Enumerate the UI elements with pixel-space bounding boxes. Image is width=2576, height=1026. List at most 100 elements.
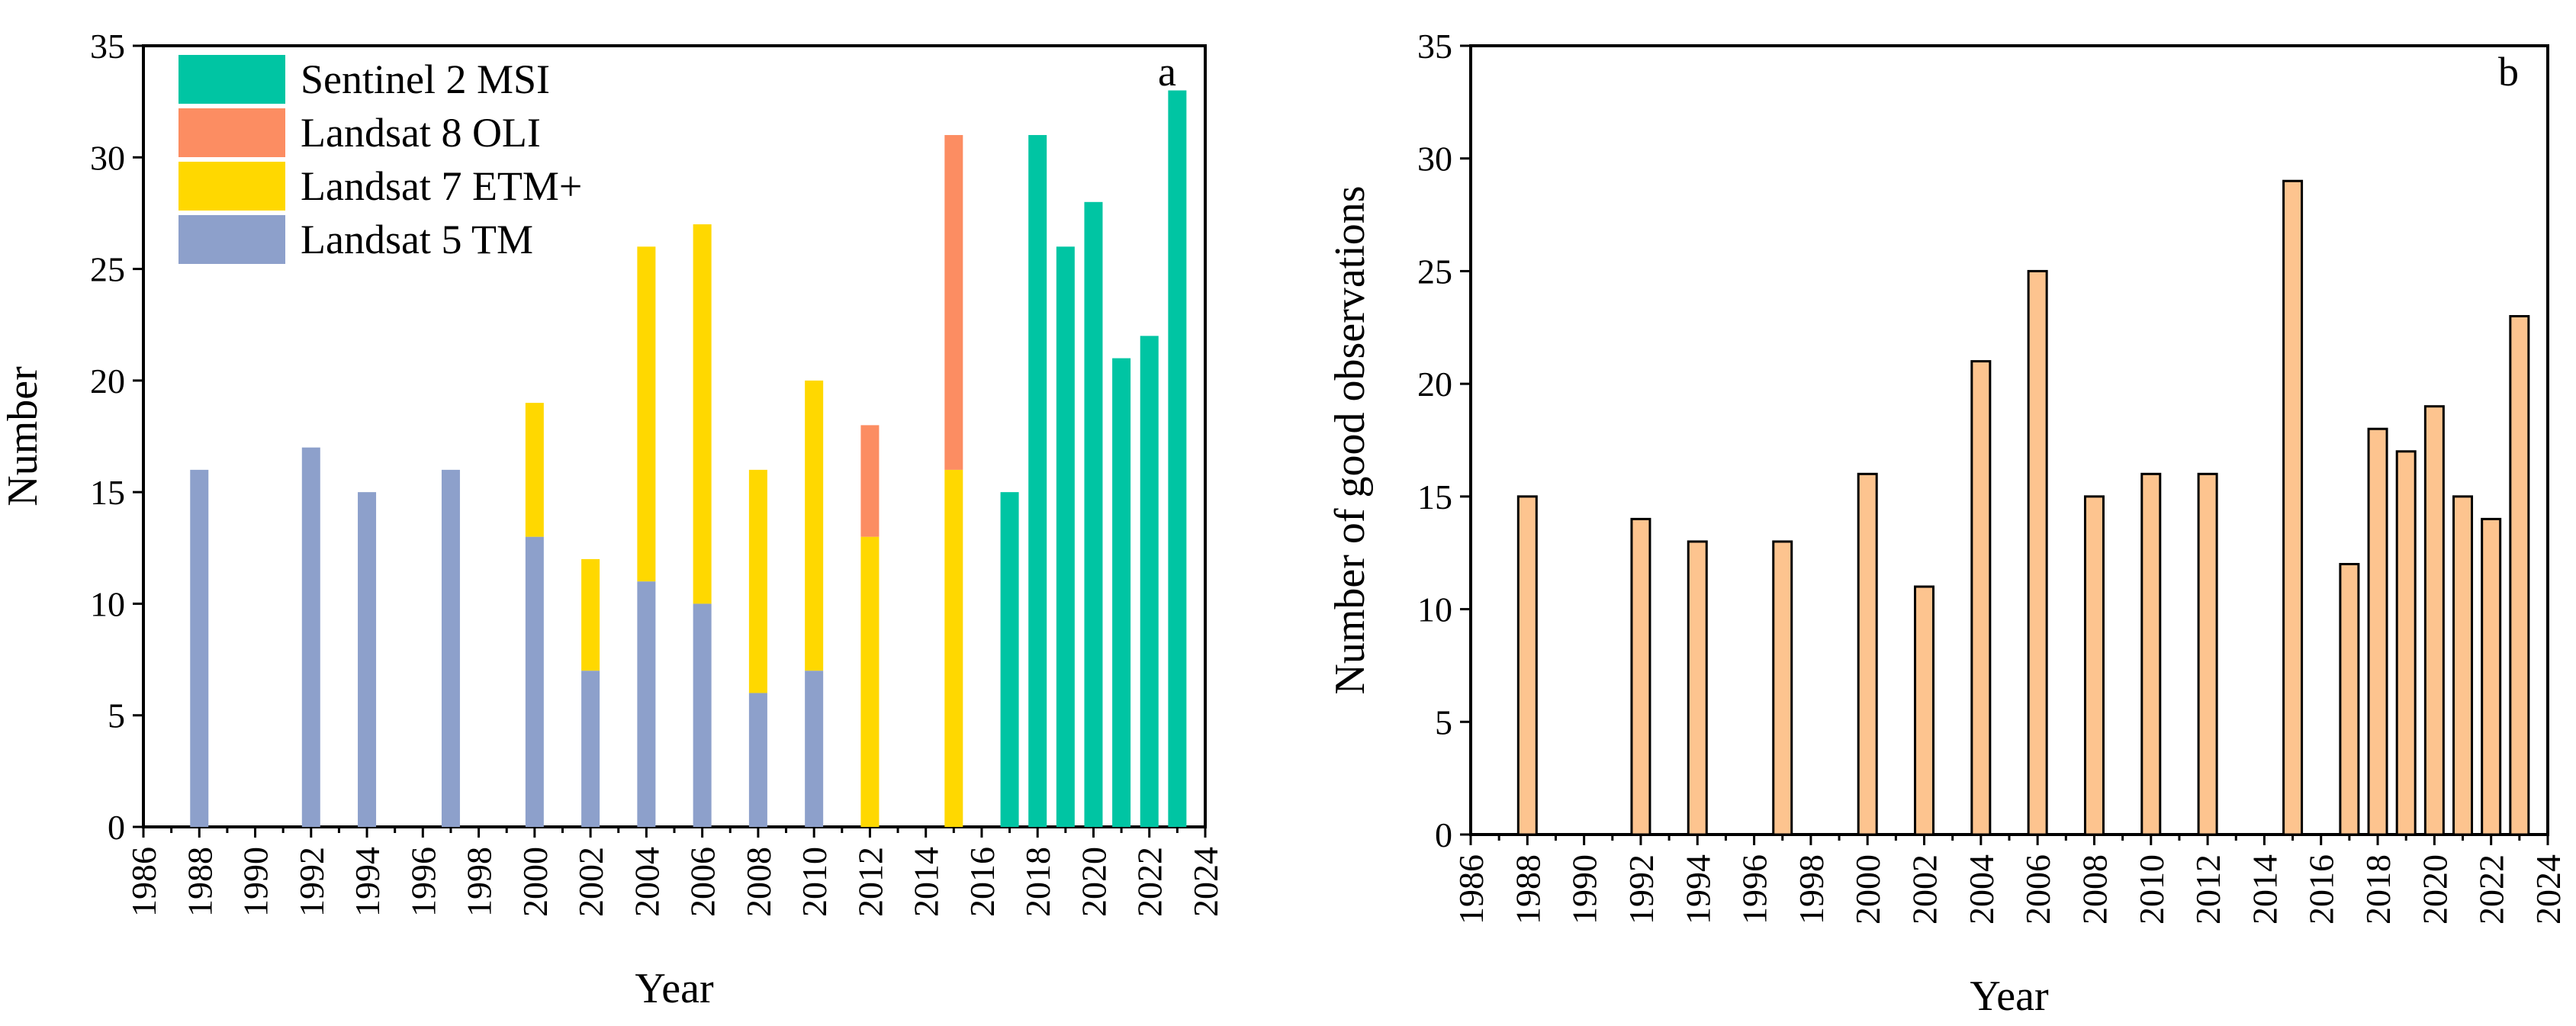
bar-landsat-5-tm-2010 bbox=[805, 671, 824, 827]
bar-good-observations-2022 bbox=[2481, 517, 2502, 836]
bar-good-observations-2002 bbox=[1914, 585, 1935, 836]
x-tick-label: 2022 bbox=[2472, 854, 2511, 925]
x-tick-label: 1992 bbox=[292, 847, 331, 917]
y-tick-label: 25 bbox=[90, 250, 125, 289]
bar-landsat-7-etm-2002 bbox=[581, 558, 600, 671]
legend: Sentinel 2 MSI Landsat 8 OLI Landsat 7 ETM… bbox=[178, 55, 582, 264]
bar-sentinel-2-msi-2019 bbox=[1056, 246, 1075, 827]
x-tick-label: 2002 bbox=[1905, 854, 1944, 925]
x-tick-label: 2024 bbox=[1186, 847, 1225, 917]
x-tick-label: 2006 bbox=[2018, 854, 2057, 925]
x-tick-label: 2000 bbox=[1848, 854, 1887, 925]
x-axis-title: Year bbox=[635, 965, 714, 1012]
bar-good-observations-1994 bbox=[1687, 540, 1708, 836]
x-tick-label: 1988 bbox=[1508, 854, 1547, 925]
legend-swatch bbox=[178, 55, 285, 104]
bar-landsat-7-etm-2010 bbox=[805, 380, 824, 671]
x-tick-label: 1998 bbox=[460, 847, 499, 917]
y-axis-title: Number of good observations bbox=[1327, 185, 1374, 694]
chart-b: 0 5 10 15 20 25 30 35 1986 1988 1990 1992 1994 1996 19… bbox=[1327, 27, 2568, 1020]
bar-sentinel-2-msi-2023 bbox=[1168, 90, 1187, 827]
bar-landsat-5-tm-1997 bbox=[441, 469, 460, 827]
bar-sentinel-2-msi-2018 bbox=[1028, 135, 1047, 827]
bar-landsat-8-oli-2015 bbox=[944, 135, 963, 470]
y-tick-label: 20 bbox=[1417, 365, 1452, 404]
bar-landsat-7-etm-2000 bbox=[525, 403, 544, 537]
legend-swatch bbox=[178, 108, 285, 157]
y-tick-label: 5 bbox=[108, 696, 125, 735]
x-tick-label: 2018 bbox=[1018, 847, 1057, 917]
y-tick-label: 15 bbox=[1417, 478, 1452, 516]
legend-swatch bbox=[178, 162, 285, 211]
y-axis-title: Number bbox=[0, 366, 47, 507]
x-tick-label: 2014 bbox=[907, 847, 946, 917]
x-tick-label: 2006 bbox=[683, 847, 722, 917]
y-tick-label: 0 bbox=[1435, 815, 1452, 854]
bar-landsat-5-tm-1994 bbox=[358, 492, 377, 827]
x-tick-label: 1990 bbox=[236, 847, 275, 917]
bar-sentinel-2-msi-2020 bbox=[1084, 201, 1103, 827]
x-tick-label: 2012 bbox=[851, 847, 889, 917]
y-tick-label: 30 bbox=[1417, 140, 1452, 179]
bar-landsat-7-etm-2012 bbox=[860, 536, 880, 827]
y-tick-label: 10 bbox=[1417, 590, 1452, 629]
bar-good-observations-1988 bbox=[1516, 495, 1538, 836]
bar-sentinel-2-msi-2017 bbox=[1000, 492, 1019, 827]
bar-good-observations-2000 bbox=[1857, 472, 1878, 836]
bar-landsat-7-etm-2004 bbox=[637, 246, 656, 582]
x-tick-label: 1986 bbox=[1452, 854, 1491, 925]
x-tick-label: 1994 bbox=[1678, 854, 1717, 925]
x-tick-label: 2010 bbox=[2132, 854, 2171, 925]
legend-label: Sentinel 2 MSI bbox=[301, 56, 550, 102]
legend-label: Landsat 7 ETM+ bbox=[301, 163, 582, 209]
bar-good-observations-2021 bbox=[2452, 495, 2474, 836]
bar-good-observations-2004 bbox=[1970, 360, 1992, 836]
x-tick-label: 2014 bbox=[2245, 854, 2284, 925]
y-tick-label: 35 bbox=[1417, 27, 1452, 66]
panel-label: a bbox=[1158, 49, 1176, 95]
bar-landsat-5-tm-1988 bbox=[190, 469, 209, 827]
y-tick-label: 25 bbox=[1417, 252, 1452, 291]
y-tick-label: 10 bbox=[90, 584, 125, 623]
x-tick-label: 1992 bbox=[1622, 854, 1661, 925]
bar-landsat-8-oli-2012 bbox=[860, 425, 880, 537]
panel-label: b bbox=[2498, 49, 2519, 95]
y-tick-label: 15 bbox=[90, 473, 125, 512]
y-tick-label: 30 bbox=[90, 138, 125, 177]
bar-good-observations-2020 bbox=[2423, 405, 2445, 836]
bar-sentinel-2-msi-2022 bbox=[1140, 336, 1159, 827]
x-tick-label: 2012 bbox=[2188, 854, 2227, 925]
x-tick-label: 1996 bbox=[1735, 854, 1774, 925]
bar-good-observations-2015 bbox=[2282, 179, 2304, 836]
bar-good-observations-2023 bbox=[2509, 315, 2530, 836]
x-tick-label: 2000 bbox=[516, 847, 555, 917]
x-tick-label: 1994 bbox=[348, 847, 387, 917]
x-tick-label: 2008 bbox=[739, 847, 778, 917]
y-tick-label: 35 bbox=[90, 27, 125, 66]
x-tick-label: 2020 bbox=[1074, 847, 1113, 917]
x-tick-label: 2008 bbox=[2075, 854, 2114, 925]
x-tick-label: 2010 bbox=[795, 847, 834, 917]
x-tick-label: 2020 bbox=[2415, 854, 2454, 925]
x-tick-label: 2016 bbox=[963, 847, 1002, 917]
bar-landsat-5-tm-2002 bbox=[581, 671, 600, 827]
bar-good-observations-2018 bbox=[2367, 427, 2388, 836]
x-tick-label: 2022 bbox=[1130, 847, 1169, 917]
x-tick-label: 1986 bbox=[124, 847, 163, 917]
bar-landsat-7-etm-2008 bbox=[748, 469, 767, 693]
y-tick-label: 0 bbox=[108, 808, 125, 847]
bar-good-observations-2012 bbox=[2197, 472, 2218, 836]
bar-landsat-7-etm-2006 bbox=[693, 224, 712, 604]
bar-landsat-5-tm-2008 bbox=[748, 693, 767, 827]
bar-good-observations-1992 bbox=[1630, 517, 1651, 836]
bar-sentinel-2-msi-2021 bbox=[1112, 358, 1131, 828]
x-tick-label: 1998 bbox=[1792, 854, 1831, 925]
x-tick-label: 1990 bbox=[1565, 854, 1604, 925]
bar-landsat-5-tm-2004 bbox=[637, 581, 656, 827]
x-tick-label: 2024 bbox=[2529, 854, 2568, 925]
bar-landsat-7-etm-2015 bbox=[944, 469, 963, 827]
bar-good-observations-2008 bbox=[2083, 495, 2105, 836]
legend-label: Landsat 8 OLI bbox=[301, 110, 541, 156]
bar-landsat-5-tm-1992 bbox=[301, 447, 320, 827]
